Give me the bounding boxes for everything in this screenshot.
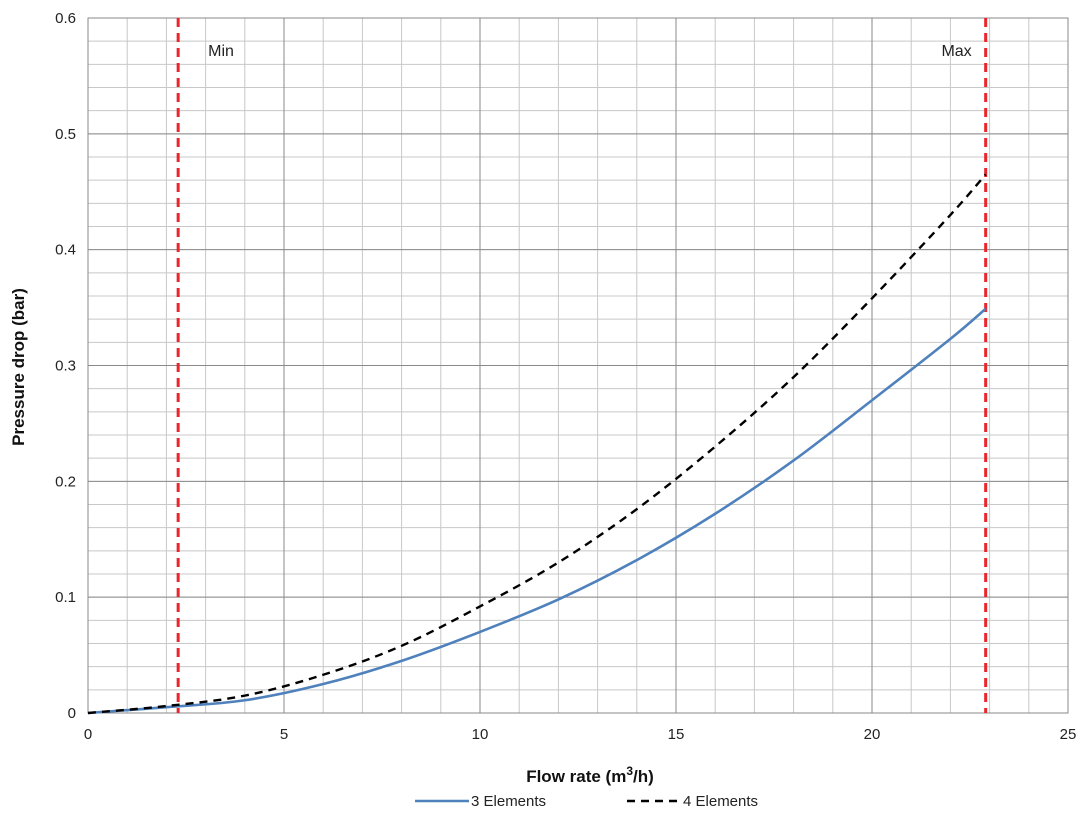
y-axis-tick-labels: 0 0.1 0.2 0.3 0.4 0.5 0.6 [55, 10, 76, 722]
x-tick-label: 5 [280, 726, 288, 743]
series-line-1 [87, 307, 987, 715]
x-axis-title-end: /h) [633, 767, 654, 786]
plot-area-border [87, 17, 1069, 714]
y-tick-label: 0 [68, 705, 76, 722]
major-gridlines [87, 17, 1069, 714]
reference-label-max: Max [941, 43, 971, 60]
y-tick-label: 0.2 [55, 473, 76, 490]
series-lines [87, 173, 987, 715]
y-tick-label: 0.3 [55, 358, 76, 375]
x-axis-title: Flow rate (m3/h) [526, 764, 654, 786]
series-line-2 [87, 173, 987, 715]
reference-label-min: Min [208, 43, 234, 60]
x-tick-label: 15 [668, 726, 685, 743]
x-tick-label: 0 [84, 726, 92, 743]
legend: 3 Elements 4 Elements [415, 793, 758, 810]
legend-label-2: 4 Elements [683, 793, 758, 810]
y-tick-label: 0.6 [55, 10, 76, 27]
y-axis-title: Pressure drop (bar) [9, 288, 28, 446]
x-axis-title-superscript: 3 [626, 764, 633, 778]
x-tick-label: 25 [1060, 726, 1077, 743]
x-tick-label: 10 [472, 726, 489, 743]
y-tick-label: 0.4 [55, 242, 76, 259]
reference-lines: Min Max [176, 18, 988, 713]
x-axis-tick-labels: 0 5 10 15 20 25 [84, 726, 1077, 743]
x-axis-title-main: Flow rate (m [526, 767, 626, 786]
x-tick-label: 20 [864, 726, 881, 743]
y-tick-label: 0.1 [55, 589, 76, 606]
y-tick-label: 0.5 [55, 126, 76, 143]
legend-label-1: 3 Elements [471, 793, 546, 810]
